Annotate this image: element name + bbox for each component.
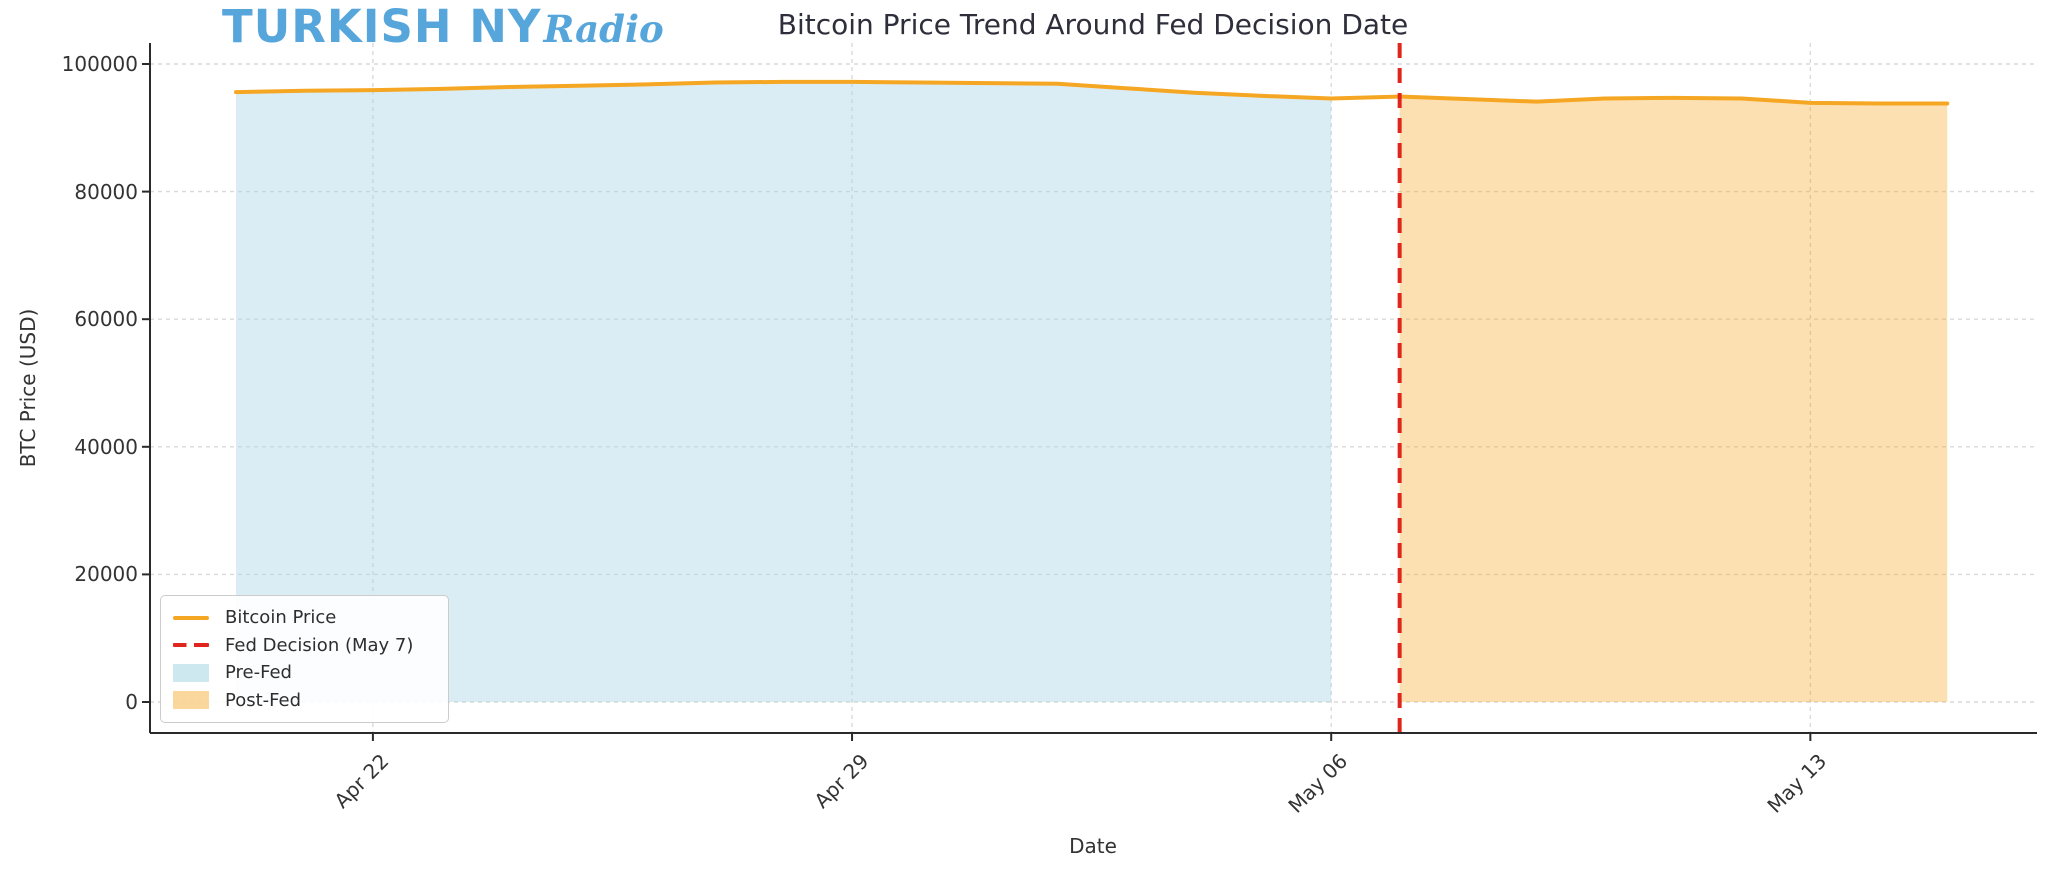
bitcoin-price-line	[234, 79, 1950, 106]
y-tick-label: 60000	[74, 307, 138, 332]
legend-item-bitcoin-price: Bitcoin Price	[173, 605, 436, 630]
logo-text-script: Radio	[543, 7, 664, 51]
legend-swatch-dash	[173, 643, 209, 648]
chart-title: Bitcoin Price Trend Around Fed Decision …	[777, 8, 1409, 41]
legend-swatch-line	[173, 615, 209, 620]
legend-label: Post-Fed	[225, 689, 302, 711]
y-tick-label: 100000	[61, 52, 138, 76]
x-axis-title: Date	[1069, 834, 1117, 858]
region-post-fed	[1399, 96, 1948, 702]
legend-label: Pre-Fed	[225, 662, 292, 684]
legend-item-fed-decision-may-7: Fed Decision (May 7)	[173, 633, 436, 658]
y-tick-label: 40000	[74, 434, 138, 459]
legend-swatch-patch	[173, 691, 209, 710]
chart-legend: Bitcoin Price Fed Decision (May 7) Pre-Fed…	[160, 595, 449, 723]
logo-text-main: TURKISH NY	[222, 0, 542, 53]
y-tick-label: 20000	[74, 562, 138, 587]
region-pre-fed	[236, 81, 1332, 702]
legend-item-post-fed: Post-Fed	[173, 688, 436, 713]
legend-item-pre-fed: Pre-Fed	[173, 660, 436, 685]
legend-label: Fed Decision (May 7)	[225, 634, 414, 656]
turkish-ny-radio-logo: TURKISH NYRadio	[222, 4, 664, 49]
legend-swatch-patch	[173, 663, 209, 682]
y-tick-label: 80000	[74, 179, 138, 204]
y-tick-label: 0	[125, 690, 138, 714]
legend-label: Bitcoin Price	[225, 607, 337, 628]
